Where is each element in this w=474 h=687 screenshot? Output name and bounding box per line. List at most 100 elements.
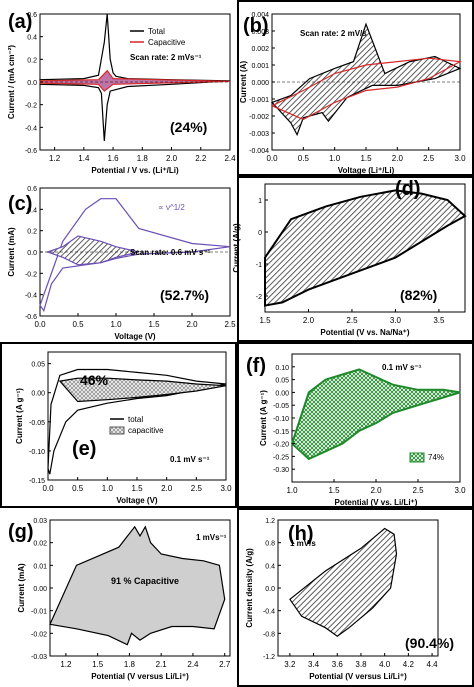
series-capacitive [39,69,231,92]
plot-area [47,351,227,481]
x-tick-label: 1.5 [328,486,340,495]
x-tick-label: 0.0 [266,154,278,163]
y-tick-label: -0.30 [273,467,289,474]
legend-entry: capacitive [128,426,164,435]
y-tick-label: -0.004 [249,148,269,155]
capacitive-percentage: (90.4%) [405,635,454,651]
x-axis-label: Potential / V vs. (Li⁺/Li) [91,166,179,175]
x-axis-label: Voltage (V) [116,496,158,505]
y-axis-label: Current (A) [239,61,248,104]
x-tick-label: 4.0 [379,660,391,669]
x-tick-label: 3.0 [220,484,232,493]
x-axis-label: Voltage (V) [114,332,156,341]
y-axis-label: Current (A/g) [232,223,241,273]
x-axis-label: Voltage (Li⁺/Li) [338,166,395,175]
chart-panel-d: 1.5 2.0 2.5 3.0 3.5 -2 -1 0 1 Potential (V vs. Na… [232,176,474,342]
x-tick-label: 1.8 [137,154,149,163]
chart-panel-h: 3.2 3.4 3.6 3.8 4.0 4.2 4.4 -1.2 -0.8 -0.4 0.0 0.4 0… [237,508,474,687]
legend-swatch [409,452,425,463]
scan-rate-label: Scan rate: 2 mV/s [300,29,367,38]
panel-label: (g) [8,521,34,543]
y-tick-label: -1 [256,262,262,269]
y-tick-label: 0.0 [27,80,37,87]
y-tick-label: -0.03 [31,654,47,661]
y-tick-label: 0.03 [33,518,47,525]
y-tick-label: -0.05 [29,420,45,427]
y-axis-label: Current (mA) [7,227,16,277]
x-tick-label: 2.0 [392,154,404,163]
y-axis-label: Current / (mA cm⁻²) [7,45,16,119]
y-axis-label: Current (A g⁻¹) [15,388,24,444]
series-curve-0 [289,527,398,637]
x-tick-label: 3.0 [390,316,402,325]
x-tick-label: 1.5 [92,660,104,669]
y-tick-label: -0.02 [31,631,47,638]
y-tick-label: 0.6 [27,186,37,193]
x-tick-label: 3.0 [454,154,466,163]
scan-rate-label: 0.1 mV s⁻¹ [170,455,210,464]
x-tick-label: 0.0 [42,484,54,493]
x-tick-label: 1.0 [102,484,114,493]
panel-frame [237,0,474,176]
panel-label: (f) [246,355,266,377]
series-curve-1 [270,57,462,121]
y-tick-label: 0.0 [265,586,275,593]
x-tick-label: 0.0 [34,320,46,329]
panel-frame [237,508,474,687]
series-curve-0 [49,525,226,646]
x-tick-label: 2.5 [423,154,435,163]
x-axis-label: Potential (V versus Li/Li⁺) [91,672,189,681]
y-tick-label: -0.15 [273,429,289,436]
x-tick-label: 3.0 [454,486,466,495]
panel-label: (c) [8,193,32,215]
panel-label: (e) [72,438,96,460]
x-tick-label: 2.4 [224,154,236,163]
x-tick-label: 1.2 [60,660,72,669]
y-tick-label: -0.2 [25,103,37,110]
scan-rate-label: 1 mVs⁻¹ [196,533,227,542]
x-axis-label: Potential (V versus Li/Li⁺) [309,672,407,681]
chart-panel-g: 1.2 1.5 1.8 2.1 2.4 2.7 -0.03 -0.02 -0.01 0.00 0.0… [8,518,231,681]
y-tick-label: 0.001 [251,63,269,70]
y-tick-label: -0.20 [273,442,289,449]
y-tick-label: -2 [256,294,262,301]
inline-label: ∝ ν [84,233,95,240]
y-tick-label: 0.8 [265,541,275,548]
x-tick-label: 1.8 [124,660,136,669]
y-tick-label: 0.05 [31,362,45,369]
x-tick-label: 3.5 [433,316,445,325]
panel-frame [0,342,237,508]
chart-panel-a: 1.2 1.4 1.6 1.8 2.0 2.2 2.4 -0.6 -0.4 -0.2 0.0 0.2 0… [7,11,236,175]
x-tick-label: 0.5 [298,154,310,163]
x-tick-label: 1.5 [131,484,143,493]
chart-panel-b: 0.0 0.5 1.0 1.5 2.0 2.5 3.0 -0.004 -0.003 -0.002 -… [237,0,474,176]
y-tick-label: 0.00 [31,391,45,398]
chart-panel-f: 1.0 1.5 2.0 2.5 3.0 -0.30 -0.25 -0.20 -0.15 -0.10… [237,342,474,508]
x-tick-label: 2.0 [303,316,315,325]
capacitive-percentage: (24%) [170,119,207,135]
y-axis-label: Current (mA) [17,563,26,613]
x-tick-label: 4.2 [403,660,415,669]
inline-label: ∝ ν^1/2 [158,203,185,212]
scan-rate-label: Scan rate: 2 mVs⁻¹ [130,53,202,62]
x-tick-label: 3.8 [355,660,367,669]
y-tick-label: -0.10 [29,449,45,456]
y-tick-label: -1.2 [263,654,275,661]
x-tick-label: 1.5 [360,154,372,163]
legend-entry: Capacitive [148,38,186,47]
capacitive-percentage: (82%) [400,287,437,303]
y-tick-label: 1.2 [265,518,275,525]
series-capacitive [58,377,227,403]
y-tick-label: -0.001 [249,97,269,104]
x-tick-label: 1.6 [108,154,120,163]
y-tick-label: 0.2 [27,57,37,64]
panel-label: (a) [8,11,32,33]
y-tick-label: 0.05 [275,378,289,385]
x-tick-label: 4.4 [427,660,439,669]
x-tick-label: 2.5 [191,484,203,493]
x-tick-label: 1.0 [286,486,298,495]
series-curve-0 [290,368,461,461]
x-tick-label: 2.2 [195,154,207,163]
legend-entry: 74% [428,453,444,462]
